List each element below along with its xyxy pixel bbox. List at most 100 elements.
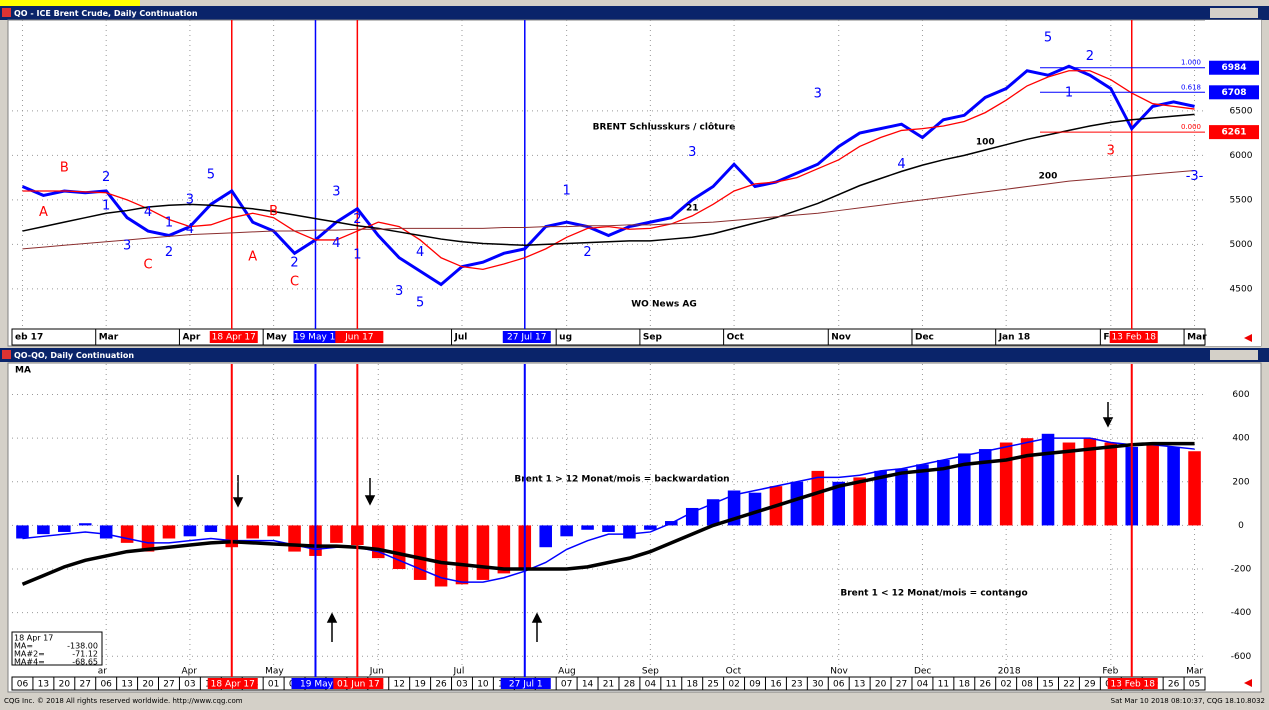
bar: [937, 459, 950, 526]
x-tick-label: ug: [559, 333, 572, 343]
day-label: 13: [854, 680, 865, 690]
day-label: 03: [456, 680, 467, 690]
bar: [246, 525, 259, 539]
price-tag: [1209, 60, 1259, 75]
day-label: 15: [1042, 680, 1053, 690]
day-label: 11: [666, 680, 677, 690]
y-tick-label: 4500: [1230, 284, 1253, 294]
ma-line: [21, 441, 1195, 586]
x-tick-label: Oct: [727, 333, 745, 343]
bar: [120, 525, 134, 543]
day-label: 22: [1063, 680, 1074, 690]
bar: [958, 453, 971, 526]
month-label: Aug: [558, 667, 576, 677]
day-label: 13: [121, 680, 132, 690]
wave-label: 2: [1086, 49, 1094, 64]
x-tick-label: Sep: [643, 333, 663, 343]
bar: [455, 525, 469, 585]
month-label: Jul: [453, 667, 465, 677]
day-label: 05: [1189, 680, 1200, 690]
day-label: 06: [100, 680, 112, 690]
highlight-strip: [0, 0, 140, 6]
series-name: 21: [686, 203, 699, 213]
bar: [685, 507, 699, 526]
marker-tag: [209, 331, 258, 343]
fib-label: 0.618: [1181, 83, 1201, 91]
scroll-arrow[interactable]: [1244, 334, 1252, 342]
wave-label: 2: [290, 256, 298, 271]
day-label: 28: [624, 680, 636, 690]
series-line: [22, 113, 1195, 247]
marker-tag: [207, 678, 258, 689]
wave-label: 5: [1044, 30, 1052, 45]
bar: [413, 525, 427, 580]
day-label: 25: [707, 680, 718, 690]
window-buttons[interactable]: [1210, 350, 1258, 360]
y-tick-label: 200: [1232, 477, 1249, 487]
y-tick-label: 6500: [1230, 106, 1253, 116]
wave-label: 4: [897, 157, 905, 172]
panel-label: MA: [15, 366, 31, 376]
readout-name: MA=: [14, 642, 33, 651]
window-title: QO-QO, Daily Continuation: [14, 351, 134, 360]
marker-label: 01 Jun 17: [337, 680, 380, 690]
bar: [1020, 438, 1034, 526]
wave-label: 3: [332, 184, 340, 199]
x-tick-label: Apr: [182, 333, 200, 343]
readout-date: 18 Apr 17: [14, 634, 53, 643]
marker-label: 18 Apr 17: [212, 333, 256, 343]
bar: [1188, 451, 1201, 526]
marker-label: 19 May: [300, 680, 334, 690]
bar: [790, 481, 804, 526]
y-tick-label: 6000: [1230, 151, 1253, 161]
series-line: [21, 64, 1195, 287]
y-tick-label: -200: [1231, 565, 1252, 575]
bar: [623, 525, 636, 539]
wave-label: 3: [123, 239, 131, 254]
wave-label: 3: [688, 145, 696, 160]
month-label: May: [265, 667, 284, 677]
day-label: 21: [603, 680, 614, 690]
footer-left: CQG Inc. © 2018 All rights reserved worl…: [4, 697, 243, 705]
scroll-arrow[interactable]: [1244, 679, 1252, 687]
y-tick-label: 0: [1238, 521, 1244, 531]
bar: [748, 492, 762, 526]
window-buttons[interactable]: [1210, 8, 1258, 18]
price-tag-label: 6261: [1221, 128, 1246, 138]
day-label: 18: [686, 680, 698, 690]
month-label: ar: [98, 667, 108, 677]
month-label: Nov: [830, 667, 848, 677]
wave-label: 2: [165, 245, 173, 260]
day-label: 20: [875, 680, 887, 690]
price-tag: [1209, 125, 1259, 140]
bar: [999, 442, 1013, 526]
day-label: 03: [184, 680, 195, 690]
readout-value: -138.00: [67, 642, 98, 651]
day-label: 20: [142, 680, 154, 690]
marker-label: 13 Feb 18: [1111, 333, 1156, 343]
wave-label: 2: [583, 245, 591, 260]
marker-label: 18 Apr 17: [211, 680, 255, 690]
bar: [916, 464, 929, 526]
month-label: Sep: [642, 667, 659, 677]
wave-label: 2: [102, 170, 110, 185]
price-tag-label: 6708: [1221, 88, 1246, 98]
marker-tag: [1109, 331, 1158, 343]
app-icon: [2, 350, 11, 359]
wave-label: 4: [332, 236, 340, 251]
month-label: Oct: [726, 667, 742, 677]
day-label: 09: [749, 680, 761, 690]
wave-label: 1: [102, 199, 110, 214]
wave-label: 1: [562, 183, 570, 198]
wave-label: 1: [1065, 86, 1073, 101]
top-title-bar: [0, 6, 1269, 20]
bar: [895, 468, 908, 526]
day-label: 26: [980, 680, 992, 690]
marker-tag: [291, 678, 342, 689]
day-label: 26: [435, 680, 447, 690]
bar: [267, 525, 280, 537]
day-label: 29: [1084, 680, 1096, 690]
note: Brent 1 < 12 Monat/mois = contango: [840, 589, 1027, 599]
day-label: 04: [917, 680, 929, 690]
series-line: [22, 169, 1195, 250]
